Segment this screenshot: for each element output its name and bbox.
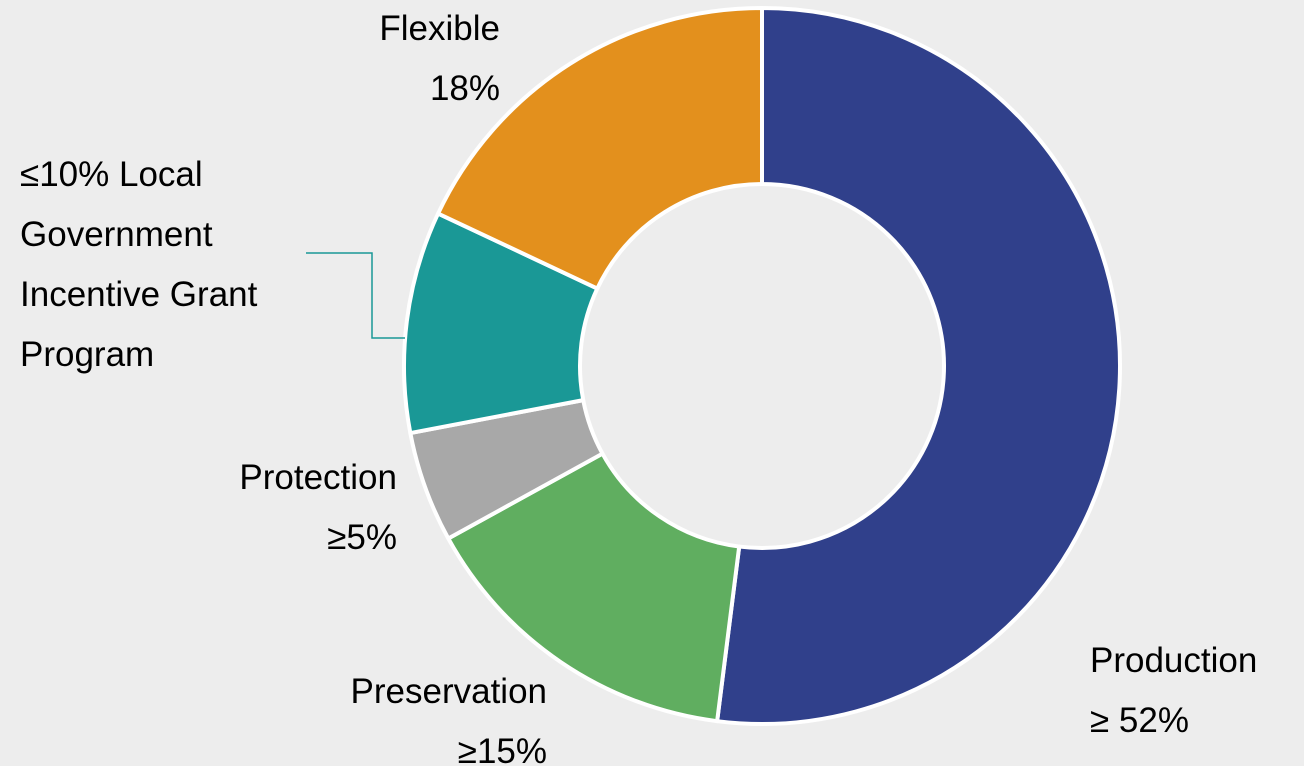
slice-label-protection: Protection ≥5% xyxy=(239,458,397,557)
slice-label-line: ≥5% xyxy=(327,518,397,557)
slice-label-line: Program xyxy=(20,335,154,374)
slice-label-line: Protection xyxy=(239,458,397,497)
slice-label-line: ≤10% Local xyxy=(20,155,203,194)
slice-label-local-government-incentive-grant-program: ≤10% Local Government Incentive Grant Progr… xyxy=(20,155,258,374)
donut-slice-production xyxy=(715,6,1122,726)
chart-leader-lines xyxy=(306,252,405,339)
slice-label-line: Incentive Grant xyxy=(20,275,258,314)
donut-slice-flexible xyxy=(436,6,764,291)
donut-slice-preservation xyxy=(446,451,742,724)
slice-label-flexible: Flexible 18% xyxy=(379,9,500,108)
slice-label-line: ≥ 52% xyxy=(1090,701,1189,740)
slice-label-line: Flexible xyxy=(379,9,500,48)
slice-label-preservation: Preservation ≥15% xyxy=(351,672,547,766)
slice-label-line: Production xyxy=(1090,641,1257,680)
chart-labels: Production ≥ 52% Preservation ≥15% Protectio… xyxy=(20,9,1257,766)
slice-label-line: ≥15% xyxy=(458,732,547,766)
chart-slices xyxy=(402,6,1122,726)
slice-label-line: Government xyxy=(20,215,213,254)
slice-label-production: Production ≥ 52% xyxy=(1090,641,1257,740)
leader-line-local-government xyxy=(306,252,405,339)
slice-label-line: 18% xyxy=(430,69,500,108)
slice-label-line: Preservation xyxy=(351,672,547,711)
